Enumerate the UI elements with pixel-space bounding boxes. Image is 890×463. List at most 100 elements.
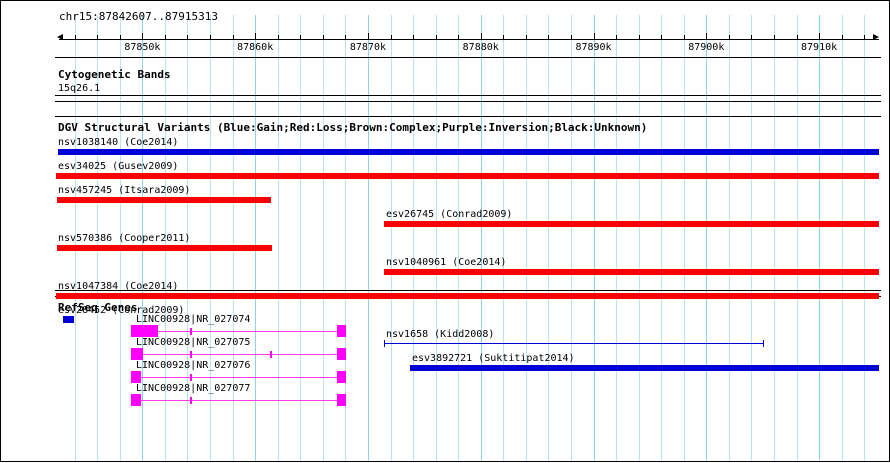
track-title-cytogenetic-bands: Cytogenetic Bands — [58, 68, 171, 81]
dgv-feature-label[interactable]: nsv1038140 (Coe2014) — [58, 137, 179, 148]
ruler-minor-tick — [773, 35, 775, 40]
gene-transcript[interactable] — [1, 325, 890, 337]
ruler-minor-tick — [841, 35, 843, 40]
dgv-feature-bar[interactable] — [410, 365, 879, 371]
dgv-feature-bar[interactable] — [57, 245, 272, 251]
divider-dgv-title — [55, 116, 881, 117]
ruler-tick-label: 87850k — [124, 42, 161, 53]
dgv-feature-bar[interactable] — [384, 221, 879, 227]
ruler-minor-tick — [638, 35, 640, 40]
ruler-tick-label: 87860k — [237, 42, 274, 53]
ruler-major-tick — [255, 33, 257, 40]
gene-transcript[interactable] — [1, 394, 890, 406]
ruler-major-tick — [706, 33, 708, 40]
ruler-minor-tick — [570, 35, 572, 40]
dgv-feature-bar[interactable] — [56, 293, 879, 299]
gene-label[interactable]: LINC00928|NR_027074 — [136, 314, 251, 325]
gene-intron-line — [131, 354, 346, 355]
ruler-major-tick — [480, 33, 482, 40]
dgv-feature-label[interactable]: esv3892721 (Suktitipat2014) — [412, 353, 575, 364]
track-title-refseq-genes: RefSeq Genes — [58, 301, 138, 314]
gene-intron-line — [131, 400, 346, 401]
gene-exon[interactable] — [190, 328, 192, 335]
dgv-feature-label[interactable]: nsv570386 (Cooper2011) — [58, 233, 191, 244]
gene-intron-line — [131, 377, 346, 378]
ruler-minor-tick — [390, 35, 392, 40]
ruler-minor-tick — [503, 35, 505, 40]
gene-exon[interactable] — [190, 397, 192, 404]
gene-transcript[interactable] — [1, 371, 890, 383]
ruler-minor-tick — [300, 35, 302, 40]
ruler-minor-tick — [751, 35, 753, 40]
scroll-right-arrow-icon[interactable] — [873, 34, 879, 40]
ruler-minor-tick — [435, 35, 437, 40]
cytoband-label-15q26-1: 15q26.1 — [58, 83, 101, 94]
dgv-feature-bar[interactable] — [57, 197, 271, 203]
gene-exon[interactable] — [337, 325, 346, 337]
ruler-tick-label: 87890k — [575, 42, 612, 53]
dgv-feature-label[interactable]: esv26745 (Conrad2009) — [386, 209, 513, 220]
ruler-minor-tick — [864, 35, 866, 40]
gene-transcript[interactable] — [1, 348, 890, 360]
ruler-minor-tick — [210, 35, 212, 40]
ruler-major-tick — [142, 33, 144, 40]
gene-exon[interactable] — [190, 351, 192, 358]
gene-exon[interactable] — [270, 351, 272, 358]
gene-exon[interactable] — [131, 371, 141, 383]
gene-label[interactable]: LINC00928|NR_027077 — [136, 383, 251, 394]
ruler-minor-tick — [616, 35, 618, 40]
ruler-minor-tick — [548, 35, 550, 40]
ruler-major-tick — [367, 33, 369, 40]
ruler-minor-tick — [683, 35, 685, 40]
dgv-feature-label[interactable]: esv28452 (Conrad2009) — [58, 305, 185, 316]
dgv-feature-label[interactable]: nsv1658 (Kidd2008) — [386, 329, 495, 340]
gene-exon[interactable] — [131, 325, 158, 337]
gene-exon[interactable] — [337, 348, 346, 360]
gene-exon[interactable] — [190, 374, 192, 381]
dgv-feature-span-cap-left — [384, 340, 385, 347]
region-coordinates-label: chr15:87842607..87915313 — [59, 10, 218, 23]
gene-exon[interactable] — [131, 394, 141, 406]
ruler-tick-label: 87880k — [462, 42, 499, 53]
ruler-tick-label: 87910k — [801, 42, 838, 53]
dgv-feature-span-line — [384, 343, 764, 344]
dgv-feature-label[interactable]: nsv1047384 (Coe2014) — [58, 281, 179, 292]
ruler-tick-label: 87870k — [349, 42, 386, 53]
ruler-minor-tick — [322, 35, 324, 40]
dgv-feature-label[interactable]: esv34025 (Gusev2009) — [58, 161, 179, 172]
gene-exon[interactable] — [337, 371, 346, 383]
dgv-feature-bar[interactable] — [384, 269, 879, 275]
ruler-major-tick — [819, 33, 821, 40]
divider-dgv-top — [55, 101, 881, 102]
ruler-major-tick — [593, 33, 595, 40]
divider-ruler — [55, 57, 881, 58]
dgv-feature-label[interactable]: nsv457245 (Itsara2009) — [58, 185, 191, 196]
ruler-minor-tick — [187, 35, 189, 40]
gene-intron-line — [131, 331, 346, 332]
ruler-minor-tick — [97, 35, 99, 40]
divider-dgv-bottom — [55, 290, 881, 291]
dgv-feature-label[interactable]: nsv1040961 (Coe2014) — [386, 257, 507, 268]
dgv-feature-bar[interactable] — [56, 173, 879, 179]
ruler-tick-label: 87900k — [688, 42, 725, 53]
ruler-minor-tick — [796, 35, 798, 40]
scroll-left-arrow-icon[interactable] — [57, 34, 63, 40]
gene-exon[interactable] — [131, 348, 143, 360]
dgv-feature-box[interactable] — [63, 316, 74, 323]
dgv-feature-span[interactable] — [384, 340, 764, 347]
dgv-feature-span-cap-right — [763, 340, 764, 347]
ruler[interactable]: chr15:87842607..87915313 87850k 87860k 878… — [1, 1, 890, 57]
ruler-minor-tick — [164, 35, 166, 40]
ruler-minor-tick — [277, 35, 279, 40]
divider-cytoband-bottom — [55, 95, 881, 96]
ruler-minor-tick — [119, 35, 121, 40]
ruler-minor-tick — [458, 35, 460, 40]
gene-label[interactable]: LINC00928|NR_027075 — [136, 337, 251, 348]
ruler-axis — [59, 39, 879, 40]
ruler-minor-tick — [661, 35, 663, 40]
ruler-minor-tick — [345, 35, 347, 40]
dgv-feature-bar[interactable] — [58, 149, 879, 155]
gene-exon[interactable] — [337, 394, 346, 406]
gene-label[interactable]: LINC00928|NR_027076 — [136, 360, 251, 371]
